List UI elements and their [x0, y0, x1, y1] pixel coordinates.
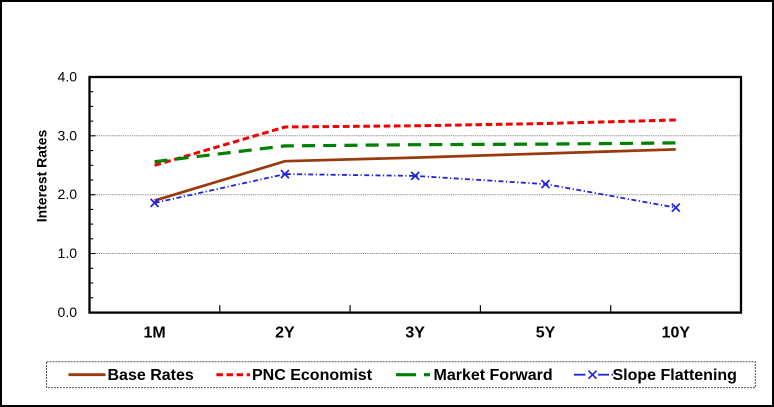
svg-text:2.0: 2.0: [58, 186, 78, 202]
svg-text:3.0: 3.0: [58, 127, 78, 143]
svg-text:4.0: 4.0: [58, 69, 78, 85]
svg-text:10Y: 10Y: [662, 325, 691, 342]
svg-text:5Y: 5Y: [536, 325, 556, 342]
svg-text:0.0: 0.0: [58, 304, 78, 320]
svg-text:2Y: 2Y: [275, 325, 295, 342]
svg-text:PNC Economist: PNC Economist: [252, 367, 373, 384]
svg-text:3Y: 3Y: [405, 325, 425, 342]
svg-text:Base Rates: Base Rates: [108, 367, 194, 384]
svg-text:1.0: 1.0: [58, 245, 78, 261]
svg-text:Slope Flattening: Slope Flattening: [613, 367, 737, 384]
svg-text:Market Forward: Market Forward: [434, 367, 553, 384]
svg-text:1M: 1M: [143, 325, 165, 342]
svg-text:Interest Rates: Interest Rates: [33, 129, 49, 222]
